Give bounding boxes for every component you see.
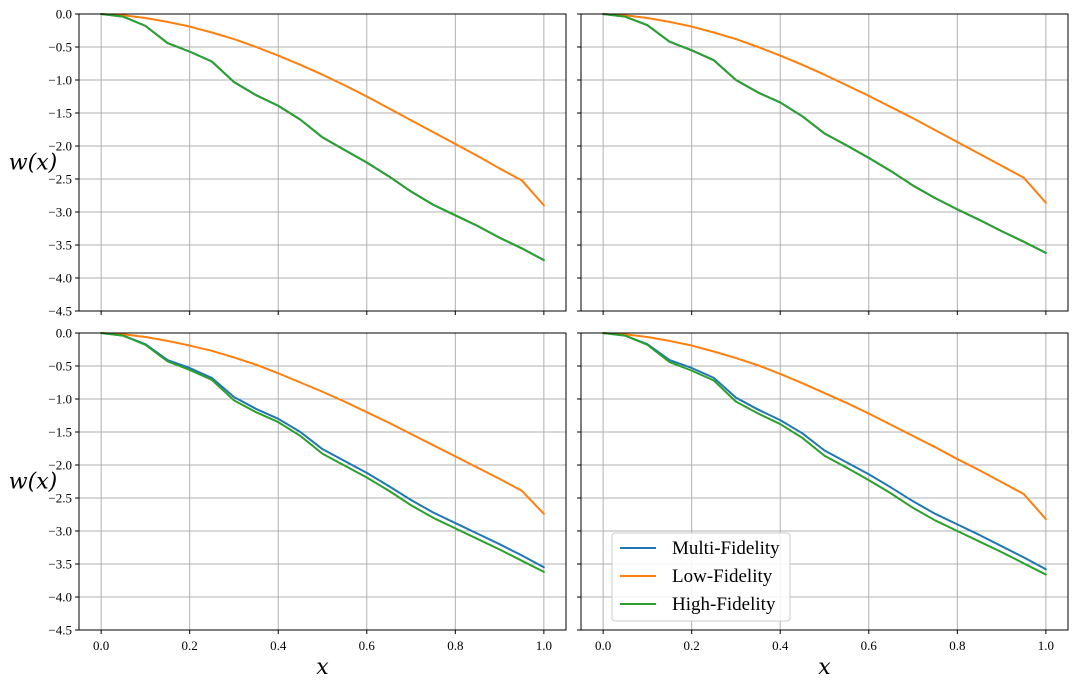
axes-frame [78, 13, 567, 312]
series-line-low-fidelity [100, 332, 545, 515]
legend-entry-label: Low-Fidelity [672, 566, 773, 587]
x-tick-label: 0.0 [93, 638, 109, 653]
legend: Multi-Fidelity Low-Fidelity High-Fidelity [611, 532, 791, 622]
x-tick-label: 0.8 [949, 638, 965, 653]
y-tick-label: −1.5 [48, 106, 72, 121]
series-line-low-fidelity [100, 13, 545, 207]
x-tick-label: 0.8 [447, 638, 463, 653]
series-line-multi-fidelity [602, 332, 1047, 571]
y-tick-label: −2.0 [48, 458, 72, 473]
panel-top-right [577, 13, 1069, 315]
y-tick-label: −3.0 [48, 205, 72, 220]
x-tick-label: 0.4 [772, 638, 789, 653]
y-tick-label: −3.5 [48, 238, 72, 253]
x-tick-label: 1.0 [1038, 638, 1054, 653]
x-tick-label: 0.6 [861, 638, 878, 653]
y-tick-label: −2.5 [48, 491, 72, 506]
y-tick-label: −4.5 [48, 623, 72, 638]
x-tick-label: 0.2 [182, 638, 198, 653]
series-line-multi-fidelity [100, 332, 545, 569]
x-axis-label: x [818, 655, 831, 680]
series-line-low-fidelity [602, 13, 1047, 204]
axes-frame [580, 332, 1069, 631]
y-tick-label: −4.0 [48, 590, 72, 605]
y-tick-label: −3.5 [48, 557, 72, 572]
x-tick-label: 0.2 [684, 638, 700, 653]
panel-bottom-left: 0.0 0.2 0.4 0.6 0.8 1.0 0.0 −0.5 −1.0 −1.5 −2.0 −2.… [9, 326, 567, 680]
y-tick-label: −0.5 [48, 359, 72, 374]
x-tick-label: 1.0 [536, 638, 552, 653]
x-axis-label: x [316, 655, 329, 680]
y-tick-label: −2.5 [48, 172, 72, 187]
series-line-high-fidelity [100, 13, 545, 262]
series-line-high-fidelity [602, 332, 1047, 576]
legend-entry-label: Multi-Fidelity [672, 538, 780, 559]
y-tick-label: −3.0 [48, 524, 72, 539]
x-tick-label: 0.4 [270, 638, 287, 653]
y-tick-label: −1.5 [48, 425, 72, 440]
x-tick-label: 0.6 [359, 638, 376, 653]
series-line-low-fidelity [602, 332, 1047, 521]
panel-bottom-right: 0.0 0.2 0.4 0.6 0.8 1.0 x Multi-Fidelity Low-Fid… [577, 332, 1069, 680]
y-tick-label: −1.0 [48, 73, 72, 88]
axes-frame [580, 13, 1069, 312]
y-tick-label: −4.5 [48, 304, 72, 319]
legend-entry-label: High-Fidelity [672, 594, 776, 615]
y-tick-label: 0.0 [56, 326, 72, 341]
y-tick-label: 0.0 [56, 7, 72, 22]
series-line-high-fidelity [100, 332, 545, 573]
y-tick-label: −1.0 [48, 392, 72, 407]
axes-frame [78, 332, 567, 631]
y-axis-label: w(x) [9, 470, 57, 495]
panel-top-left: 0.0 −0.5 −1.0 −1.5 −2.0 −2.5 −3.0 −3.5 −4.0 −4.5 w… [9, 7, 567, 319]
x-tick-label: 0.0 [595, 638, 611, 653]
y-tick-label: −2.0 [48, 139, 72, 154]
y-tick-label: −4.0 [48, 271, 72, 286]
y-axis-label: w(x) [9, 151, 57, 176]
legend-box [611, 532, 791, 622]
series-line-high-fidelity [602, 13, 1047, 254]
y-tick-label: −0.5 [48, 40, 72, 55]
